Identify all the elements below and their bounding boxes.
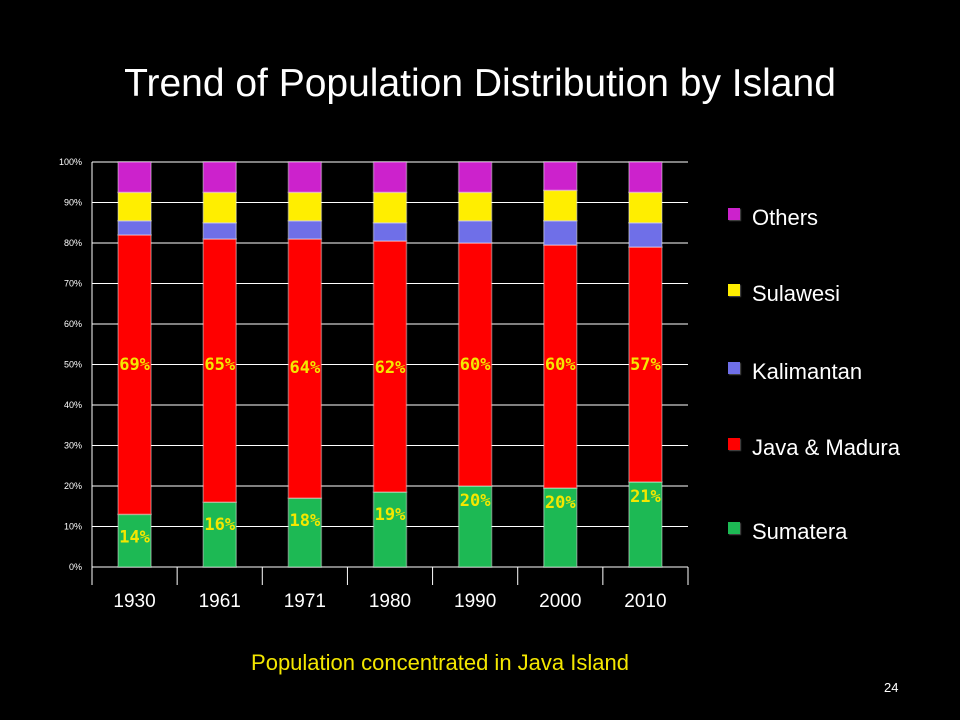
- data-label: 16%: [204, 515, 235, 535]
- data-label: 14%: [119, 527, 150, 547]
- bar-segment: [287, 161, 323, 194]
- page-number: 24: [884, 680, 899, 695]
- bar-segment: [372, 491, 408, 568]
- legend-label: Sumatera: [752, 519, 848, 544]
- bar-segment: [628, 161, 663, 194]
- y-tick-label: 10%: [64, 522, 82, 532]
- legend-swatch: [728, 284, 740, 296]
- legend-item: Sulawesi: [728, 276, 912, 312]
- bar-segment: [457, 219, 493, 244]
- bar-segment: [202, 191, 237, 224]
- bar-segment: [372, 191, 408, 224]
- y-tick-label: 0%: [69, 562, 82, 572]
- bar-segment: [543, 161, 578, 192]
- bar-segment: [457, 161, 493, 194]
- bar-segment: [117, 234, 152, 516]
- bar-segment: [457, 485, 493, 568]
- bar-segment: [628, 222, 663, 248]
- slide-caption: Population concentrated in Java Island: [251, 650, 629, 675]
- data-label: 64%: [289, 358, 320, 378]
- legend-swatch: [728, 208, 740, 220]
- y-tick-label: 40%: [64, 400, 82, 410]
- bar-segment: [287, 191, 323, 222]
- slide-title: Trend of Population Distribution by Isla…: [124, 62, 836, 105]
- x-tick-label: 1980: [369, 591, 411, 612]
- legend-item: Sumatera: [728, 514, 912, 550]
- legend-label: Kalimantan: [752, 359, 863, 384]
- bar-segment: [117, 219, 152, 236]
- data-label: 57%: [630, 355, 661, 375]
- bar-segment: [543, 189, 578, 222]
- bar-segment: [202, 238, 237, 503]
- y-tick-label: 80%: [64, 238, 82, 248]
- data-label: 18%: [289, 511, 320, 531]
- bar-segment: [628, 481, 663, 568]
- y-tick-label: 20%: [64, 481, 82, 491]
- data-label: 60%: [460, 355, 491, 375]
- data-label: 20%: [460, 491, 491, 511]
- x-tick-label: 1961: [199, 591, 241, 612]
- bar-segment: [543, 219, 578, 246]
- x-tick-label: 1930: [113, 591, 155, 612]
- bar-segment: [287, 219, 323, 240]
- bar-segment: [543, 487, 578, 568]
- legend-item: Others: [728, 200, 912, 236]
- x-tick-label: 1990: [454, 591, 496, 612]
- y-tick-label: 90%: [64, 198, 82, 208]
- bar-segment: [202, 222, 237, 240]
- legend-swatch: [728, 362, 740, 374]
- data-label: 62%: [375, 358, 406, 378]
- y-tick-label: 70%: [64, 279, 82, 289]
- y-tick-label: 30%: [64, 441, 82, 451]
- bar-segment: [202, 501, 237, 568]
- bar-segment: [287, 238, 323, 499]
- data-label: 65%: [204, 355, 235, 375]
- x-tick-label: 1971: [284, 591, 326, 612]
- bar-segment: [372, 222, 408, 242]
- data-label: 19%: [375, 505, 406, 525]
- data-label: 60%: [545, 355, 576, 375]
- y-tick-label: 100%: [59, 157, 82, 167]
- legend-item: Kalimantan: [728, 354, 912, 390]
- legend-label: Java & Madura: [752, 435, 900, 460]
- y-tick-label: 50%: [64, 360, 82, 370]
- bar-segment: [628, 191, 663, 224]
- data-label: 21%: [630, 487, 661, 507]
- bar-segment: [287, 497, 323, 568]
- bar-segment: [202, 161, 237, 194]
- bar-segment: [457, 191, 493, 222]
- legend-swatch: [728, 438, 740, 450]
- bar-segment: [117, 161, 152, 194]
- legend-swatch: [728, 522, 740, 534]
- data-label: 20%: [545, 493, 576, 513]
- x-tick-label: 2010: [624, 591, 666, 612]
- legend-item: Java & Madura: [728, 430, 912, 466]
- y-tick-label: 60%: [64, 319, 82, 329]
- legend-label: Others: [752, 205, 819, 230]
- x-tick-label: 2000: [539, 591, 581, 612]
- bar-segment: [372, 161, 408, 194]
- legend-label: Sulawesi: [752, 281, 841, 306]
- bar-segment: [117, 191, 152, 222]
- bar-segment: [117, 513, 152, 568]
- bar-segment: [457, 242, 493, 487]
- data-label: 69%: [119, 355, 150, 375]
- bar-segment: [543, 244, 578, 489]
